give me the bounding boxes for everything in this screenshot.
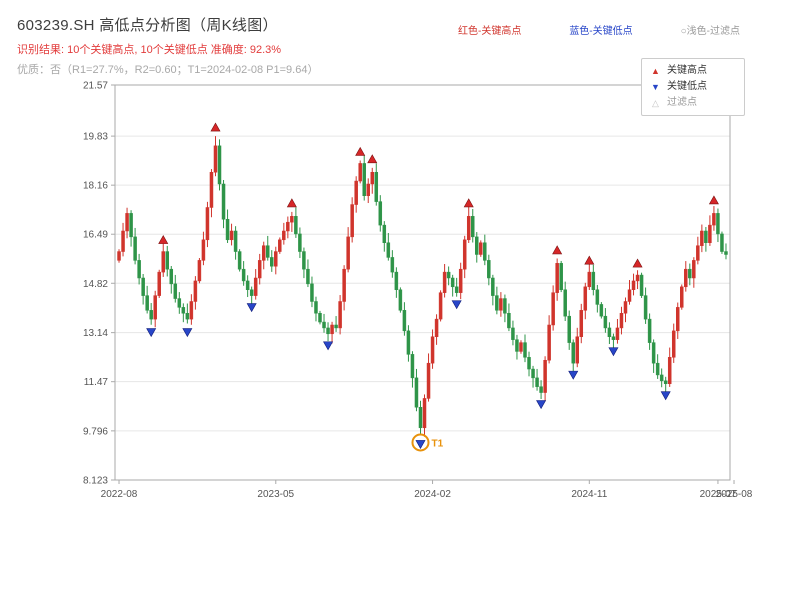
quality-metrics-text: 优质：否（R1=27.7%，R2=0.60；T1=2024-02-08 P1=9… (17, 64, 319, 76)
legend-box-key-low-label: 关键低点 (667, 81, 707, 92)
filtered-triangle-icon: △ (652, 98, 659, 108)
plot-border (114, 84, 731, 481)
legend-row-key-low: ▼ 关键低点 (650, 81, 736, 93)
key-low-marker (568, 370, 579, 380)
y-axis-tick-label: 13.14 (83, 328, 108, 339)
t1-highlight-circle (411, 433, 430, 452)
x-axis-tick-label: 2022-08 (101, 489, 138, 500)
key-low-marker (660, 391, 671, 401)
key-high-marker (286, 198, 297, 208)
key-low-marker (182, 328, 193, 338)
key-low-marker (146, 328, 157, 338)
key-high-triangle-icon: ▲ (651, 66, 660, 76)
key-high-markers (158, 122, 719, 268)
t1-annotation-label: T1 (431, 438, 443, 449)
y-axis-tick-label: 8.123 (83, 476, 108, 487)
x-axis-tick-label: 2025-07 (700, 489, 737, 500)
key-low-marker (415, 440, 426, 450)
gridlines: 21.57 19.83 18.16 16.49 14.82 13.14 11.47 9.796… (83, 81, 730, 487)
y-axis-tick-label: 21.57 (83, 81, 108, 92)
y-axis-tick-label: 19.83 (83, 132, 108, 143)
key-high-marker (708, 195, 719, 205)
x-axis: 2022-08 2023-05 2024-02 2024-11 2025-072025-… (101, 480, 753, 500)
y-axis-tick-label: 9.796 (83, 426, 108, 437)
legend-row-key-high: ▲ 关键高点 (650, 65, 736, 77)
key-high-marker (463, 198, 474, 208)
candles (117, 136, 728, 437)
key-low-marker (536, 400, 547, 410)
x-axis-tick-label: 2024-11 (571, 489, 607, 500)
y-axis-tick-label: 16.49 (83, 230, 108, 241)
x-axis-tick-label: 2023-05 (257, 489, 294, 500)
x-axis-tick-label: 2024-02 (414, 489, 451, 500)
page-title: 603239.SH 高低点分析图（周K线图） (17, 17, 278, 34)
y-axis-tick-label: 18.16 (83, 181, 108, 192)
key-high-marker (367, 154, 378, 164)
y-axis-tick-label: 11.47 (84, 377, 109, 388)
key-low-marker (246, 303, 257, 313)
recognition-result-text: 识别结果: 10个关键高点, 10个关键低点 准确度: 92.3% (17, 44, 282, 56)
key-high-marker (584, 255, 595, 265)
legend-box-filtered-label: 过滤点 (667, 97, 697, 108)
key-low-marker (451, 300, 462, 310)
header-legend: 红色-关键高点 蓝色-关键低点 ○浅色-过滤点 (458, 22, 740, 37)
x-axis-tick-label: 2025-08 (716, 489, 753, 500)
legend-row-filtered: △ 过滤点 (650, 97, 736, 109)
chart-legend-box: ▲ 关键高点 ▼ 关键低点 △ 过滤点 (641, 58, 745, 116)
key-high-marker (552, 245, 563, 255)
key-low-marker (323, 341, 334, 351)
key-high-marker (355, 146, 366, 156)
legend-filtered-label: ○浅色-过滤点 (680, 26, 740, 37)
key-high-marker (632, 258, 643, 268)
key-low-markers (146, 300, 671, 450)
legend-box-key-high-label: 关键高点 (667, 65, 707, 76)
key-low-triangle-icon: ▼ (651, 82, 660, 92)
key-low-marker (608, 347, 619, 357)
y-axis-tick-label: 14.82 (83, 279, 108, 290)
legend-key-low-label: 蓝色-关键低点 (569, 26, 633, 37)
key-high-marker (210, 122, 221, 132)
key-high-marker (158, 235, 169, 244)
legend-key-high-label: 红色-关键高点 (458, 26, 522, 37)
